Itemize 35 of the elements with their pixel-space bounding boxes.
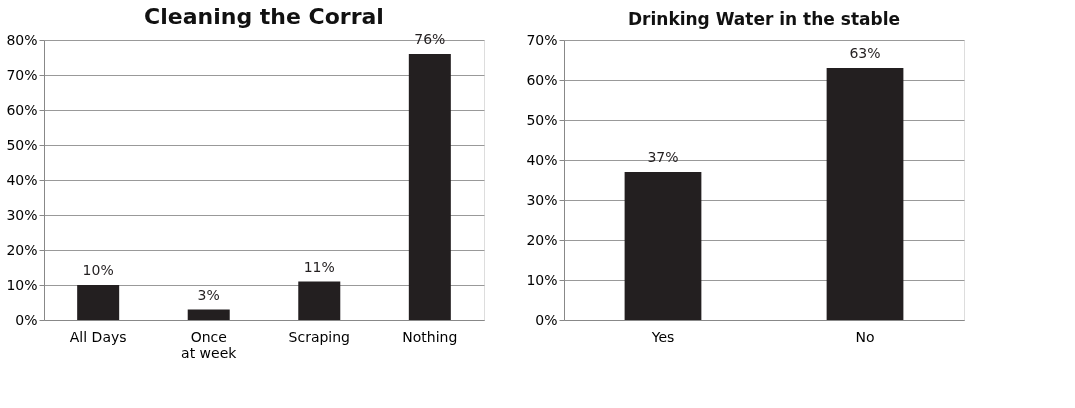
x-tick-label: All Days	[69, 328, 127, 345]
bar	[77, 285, 120, 320]
y-tick-label: 30%	[526, 191, 558, 208]
x-tick-label: Once at week	[181, 328, 238, 361]
y-tick-label: 0%	[15, 311, 38, 328]
x-tick-label: Yes	[650, 328, 675, 345]
data-label: 37%	[647, 149, 679, 165]
y-tick-label: 60%	[526, 71, 558, 88]
bar	[187, 309, 230, 320]
y-tick-label: 40%	[6, 171, 38, 188]
y-tick-label: 50%	[526, 111, 558, 128]
bar	[298, 281, 341, 320]
chart-title: Cleaning the Corral	[144, 4, 384, 29]
y-tick-label: 50%	[6, 136, 38, 153]
y-tick-label: 10%	[6, 276, 38, 293]
y-tick-label: 40%	[526, 151, 558, 168]
y-tick-label: 0%	[535, 311, 558, 328]
data-label: 3%	[197, 286, 220, 303]
x-tick-label: No	[855, 328, 875, 345]
y-tick-label: 20%	[6, 241, 38, 258]
x-tick-label: Nothing	[402, 328, 458, 345]
y-tick-label: 20%	[526, 231, 558, 248]
data-label: 11%	[303, 258, 335, 275]
y-tick-label: 60%	[6, 101, 38, 118]
y-tick-label: 30%	[6, 206, 38, 223]
data-label: 63%	[849, 45, 881, 61]
y-tick-label: 10%	[526, 271, 558, 288]
chart-title: Drinking Water in the stable	[627, 9, 901, 29]
y-tick-label: 80%	[6, 31, 38, 48]
y-tick-label: 70%	[526, 31, 558, 48]
bar	[408, 54, 451, 320]
y-tick-label: 70%	[6, 66, 38, 83]
data-label: 10%	[82, 262, 114, 278]
x-tick-label: Scraping	[288, 328, 351, 345]
data-label: 76%	[414, 31, 446, 47]
